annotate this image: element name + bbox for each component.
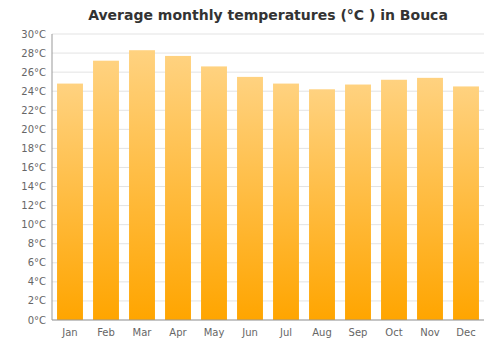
grid-line: [52, 34, 484, 35]
y-tick-label: 12°C: [21, 200, 46, 211]
x-tick-label: Jul: [279, 327, 292, 338]
x-tick-label: Oct: [385, 327, 402, 338]
bar: [453, 86, 479, 320]
x-tick-label: May: [204, 327, 225, 338]
chart: Average monthly temperatures (°C ) in Bo…: [0, 0, 500, 350]
y-tick-label: 24°C: [21, 86, 46, 97]
y-tick-label: 6°C: [28, 257, 46, 268]
title: Average monthly temperatures (°C ) in Bo…: [88, 7, 448, 23]
y-axis-line: [52, 34, 53, 320]
x-tick-label: Jan: [61, 327, 77, 338]
y-tick-label: 4°C: [28, 276, 46, 287]
x-tick-label: Feb: [97, 327, 115, 338]
bar: [273, 84, 299, 320]
bar: [93, 61, 119, 320]
page: {"chart_data": {"type": "bar", "title": …: [0, 0, 500, 350]
bar: [57, 84, 83, 320]
bar: [309, 89, 335, 320]
x-tick-labels: Jan Feb Mar Apr May Jun Jul Aug Sep Oct Nov Dec: [61, 327, 475, 338]
x-tick-label: Jun: [241, 327, 258, 338]
y-tick-label: 0°C: [28, 315, 46, 326]
x-tick-label: Mar: [133, 327, 153, 338]
bar: [345, 85, 371, 320]
y-tick-label: 18°C: [21, 143, 46, 154]
y-tick-label: 16°C: [21, 162, 46, 173]
x-tick-label: Nov: [420, 327, 440, 338]
chart-container: Average monthly temperatures (°C ) in Bo…: [0, 0, 500, 350]
x-axis-line: [52, 320, 484, 321]
x-tick-label: Apr: [169, 327, 187, 338]
y-tick-label: 8°C: [28, 238, 46, 249]
bar: [237, 77, 263, 320]
grid-line: [52, 53, 484, 54]
bar: [165, 56, 191, 320]
bar: [129, 50, 155, 320]
grid-line: [52, 320, 484, 321]
y-tick-label: 22°C: [21, 105, 46, 116]
y-tick-label: 30°C: [21, 29, 46, 40]
y-tick-labels: 0°C 2°C 4°C 6°C 8°C 10°C 12°C 14°C 16°C 18°C 20°C 2…: [21, 29, 46, 326]
bar: [381, 80, 407, 320]
y-tick-label: 10°C: [21, 219, 46, 230]
bar: [417, 78, 443, 320]
y-tick-label: 28°C: [21, 48, 46, 59]
bars: [57, 50, 479, 320]
y-tick-label: 20°C: [21, 124, 46, 135]
y-grid: [52, 34, 484, 320]
y-tick-label: 26°C: [21, 67, 46, 78]
y-tick-label: 2°C: [28, 295, 46, 306]
bar: [201, 66, 227, 320]
x-tick-label: Dec: [456, 327, 475, 338]
x-tick-label: Aug: [312, 327, 332, 338]
y-tick-label: 14°C: [21, 181, 46, 192]
x-tick-label: Sep: [349, 327, 368, 338]
